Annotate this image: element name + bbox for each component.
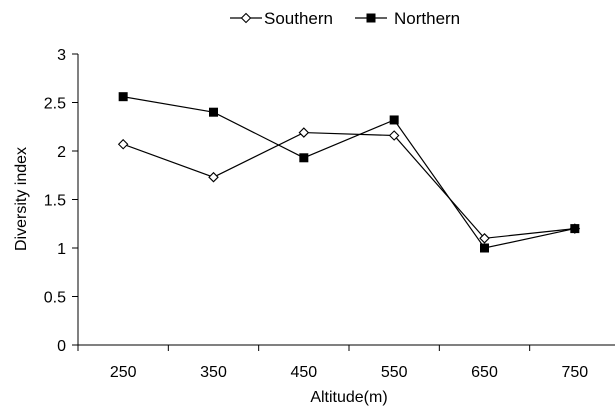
data-point-northern — [118, 92, 128, 102]
x-tick-label: 750 — [561, 364, 588, 381]
data-point-northern — [389, 115, 399, 125]
series-line-northern — [123, 96, 575, 249]
y-tick-label: 0.5 — [44, 290, 66, 307]
y-tick-label: 2.5 — [44, 96, 66, 113]
data-point-southern — [208, 171, 219, 183]
series-layer — [117, 92, 581, 253]
legend-item-southern: Southern — [230, 9, 333, 28]
x-tick-label: 450 — [290, 364, 317, 381]
y-tick-label: 3 — [57, 47, 66, 64]
data-point-northern — [209, 107, 218, 117]
data-point-northern — [570, 224, 580, 234]
x-tick-label: 650 — [471, 364, 498, 381]
data-point-southern — [388, 130, 400, 141]
legend-label-northern: Northern — [394, 9, 460, 28]
legend: Southern Northern — [230, 9, 460, 28]
x-tick-label: 350 — [200, 364, 227, 381]
x-axis-title: Altitude(m) — [310, 389, 387, 406]
x-tick-label: 550 — [381, 364, 408, 381]
y-axis-title: Diversity index — [13, 147, 30, 251]
legend-marker-southern — [240, 12, 252, 24]
data-point-southern — [117, 138, 129, 150]
series-southern — [117, 127, 581, 244]
data-point-southern — [479, 233, 490, 244]
y-tick-label: 1 — [57, 241, 66, 258]
series-northern — [118, 92, 580, 253]
legend-label-southern: Southern — [264, 9, 333, 28]
data-point-southern — [298, 127, 310, 138]
y-tick-label: 1.5 — [44, 193, 66, 210]
x-tick-label: 250 — [110, 364, 137, 381]
y-tick-label: 0 — [57, 338, 66, 355]
series-line-southern — [122, 131, 575, 239]
axes: 0 0.5 1 1.5 2 2.5 3 250 350 450 550 650 750 — [44, 47, 615, 381]
legend-marker-northern — [366, 13, 376, 23]
data-point-northern — [480, 243, 489, 253]
data-point-northern — [299, 153, 309, 163]
y-tick-label: 2 — [57, 144, 66, 161]
legend-item-northern: Northern — [355, 9, 460, 28]
